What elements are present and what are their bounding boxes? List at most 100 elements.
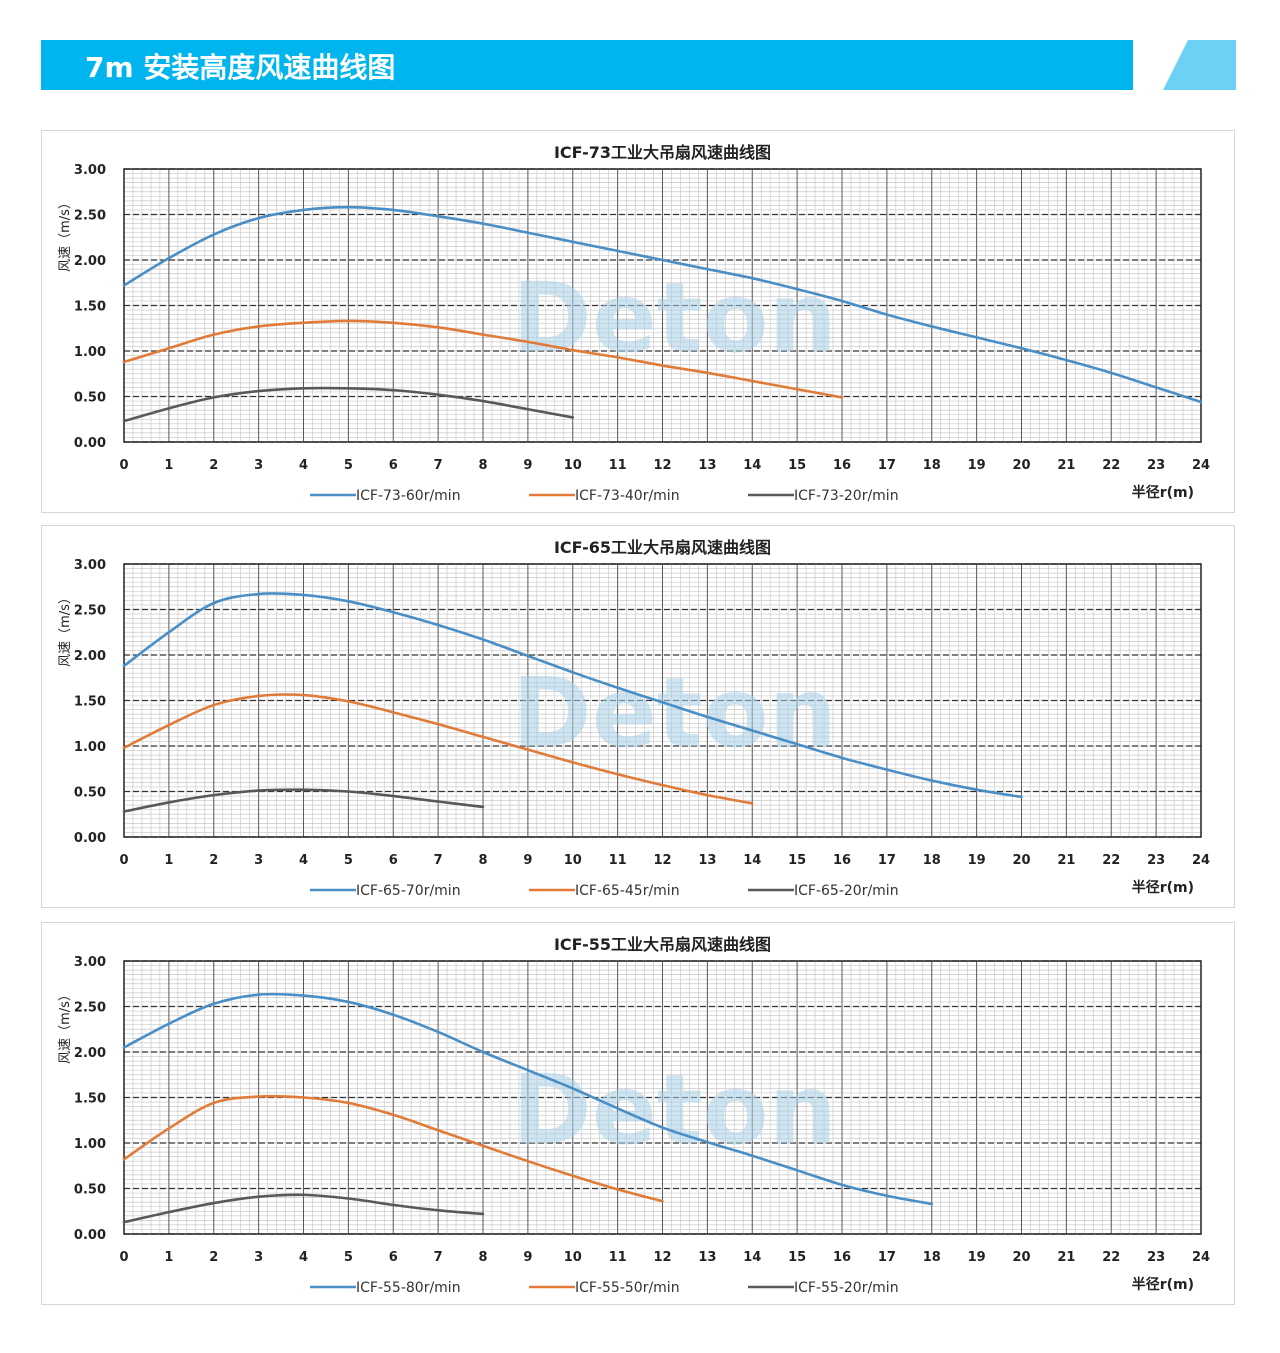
y-tick-label: 2.50 (74, 604, 106, 619)
y-tick-label: 0.00 (74, 436, 106, 451)
y-tick-label: 2.50 (74, 209, 106, 224)
x-tick-label: 2 (209, 853, 218, 868)
y-tick-label: 2.00 (74, 254, 106, 269)
y-tick-label: 2.50 (74, 1001, 106, 1016)
y-tick-label: 1.50 (74, 1092, 106, 1107)
x-tick-label: 17 (878, 458, 896, 473)
legend-label: ICF-65-45r/min (575, 883, 680, 899)
banner-title: 7m 安装高度风速曲线图 (85, 51, 396, 84)
y-tick-label: 1.00 (74, 740, 106, 755)
y-tick-label: 0.50 (74, 391, 106, 406)
banner-accent (1163, 40, 1236, 90)
x-tick-label: 16 (833, 853, 851, 868)
y-tick-label: 2.00 (74, 649, 106, 664)
x-tick-label: 1 (164, 853, 173, 868)
y-tick-label: 3.00 (74, 955, 106, 970)
x-tick-label: 18 (923, 1250, 941, 1265)
chart-icf73: ICF-73工业大吊扇风速曲线图 Deton 0.00 0.50 1.00 1.50 2.0… (58, 143, 1210, 504)
series-line-2 (122, 693, 754, 805)
x-tick-label: 21 (1057, 853, 1075, 868)
x-tick-label: 10 (564, 853, 582, 868)
x-tick-label: 15 (788, 1250, 806, 1265)
watermark-logo: Deton (512, 657, 837, 769)
x-axis-label: 半径r(m) (1132, 879, 1194, 896)
x-tick-label: 11 (609, 853, 627, 868)
series-line-3 (122, 788, 485, 813)
x-tick-label: 14 (743, 1250, 761, 1265)
x-tick-label: 13 (698, 853, 716, 868)
x-tick-label: 4 (299, 458, 308, 473)
x-tick-label: 19 (968, 853, 986, 868)
x-tick-label: 24 (1192, 853, 1210, 868)
y-tick-label: 3.00 (74, 558, 106, 573)
watermark-logo: Deton (512, 262, 837, 374)
legend-label: ICF-65-70r/min (356, 883, 461, 899)
legend-label: ICF-73-40r/min (575, 488, 680, 504)
x-tick-label: 3 (254, 458, 263, 473)
x-tick-label: 7 (434, 853, 443, 868)
y-axis-label: 风速（m/s） (58, 591, 73, 667)
legend-entry-2: ICF-55-50r/min (529, 1280, 680, 1296)
x-tick-label: 9 (523, 458, 532, 473)
x-tick-label: 20 (1012, 458, 1030, 473)
chart-panel-icf55: ICF-55工业大吊扇风速曲线图 Deton 0.00 0.50 1.00 1.50 2.0… (41, 922, 1235, 1305)
legend-entry-1: ICF-55-80r/min (310, 1280, 461, 1296)
legend-label: ICF-55-80r/min (356, 1280, 461, 1296)
x-tick-label: 12 (653, 1250, 671, 1265)
x-tick-label: 12 (653, 853, 671, 868)
series-line-2 (122, 1094, 664, 1203)
x-tick-label: 23 (1147, 1250, 1165, 1265)
x-tick-label: 7 (434, 1250, 443, 1265)
x-tick-label: 14 (743, 458, 761, 473)
x-tick-label: 13 (698, 1250, 716, 1265)
legend-entry-1: ICF-65-70r/min (310, 883, 461, 899)
legend-label: ICF-73-60r/min (356, 488, 461, 504)
y-tick-label: 0.00 (74, 1228, 106, 1243)
x-tick-label: 2 (209, 1250, 218, 1265)
x-tick-label: 13 (698, 458, 716, 473)
legend-entry-3: ICF-73-20r/min (748, 488, 899, 504)
x-tick-label: 8 (478, 458, 487, 473)
series-line-1 (122, 992, 934, 1206)
series-line-1 (122, 592, 1023, 799)
x-tick-label: 11 (609, 1250, 627, 1265)
x-tick-label: 0 (119, 853, 128, 868)
legend-entry-3: ICF-55-20r/min (748, 1280, 899, 1296)
x-tick-label: 24 (1192, 458, 1210, 473)
x-tick-label: 23 (1147, 853, 1165, 868)
x-tick-label: 21 (1057, 1250, 1075, 1265)
legend-entry-1: ICF-73-60r/min (310, 488, 461, 504)
legend-label: ICF-73-20r/min (794, 488, 899, 504)
y-axis-label: 风速（m/s） (58, 196, 73, 272)
x-tick-label: 20 (1012, 853, 1030, 868)
y-tick-label: 0.50 (74, 786, 106, 801)
x-axis-label: 半径r(m) (1132, 1276, 1194, 1293)
x-tick-label: 1 (164, 458, 173, 473)
x-tick-label: 18 (923, 853, 941, 868)
x-tick-label: 23 (1147, 458, 1165, 473)
y-axis-label: 风速（m/s） (58, 988, 73, 1064)
y-tick-label: 1.50 (74, 695, 106, 710)
x-tick-label: 4 (299, 1250, 308, 1265)
x-tick-label: 3 (254, 853, 263, 868)
series-line-2 (122, 319, 844, 399)
y-tick-label: 0.00 (74, 831, 106, 846)
x-tick-label: 10 (564, 1250, 582, 1265)
plot-border (123, 563, 1202, 838)
x-tick-label: 21 (1057, 458, 1075, 473)
x-tick-label: 14 (743, 853, 761, 868)
y-tick-label: 2.00 (74, 1046, 106, 1061)
x-tick-label: 6 (389, 458, 398, 473)
x-tick-label: 15 (788, 853, 806, 868)
x-tick-label: 22 (1102, 853, 1120, 868)
x-tick-label: 15 (788, 458, 806, 473)
x-tick-label: 16 (833, 1250, 851, 1265)
y-tick-label: 3.00 (74, 163, 106, 178)
x-tick-label: 19 (968, 458, 986, 473)
x-tick-label: 17 (878, 1250, 896, 1265)
x-tick-label: 5 (344, 853, 353, 868)
x-tick-label: 10 (564, 458, 582, 473)
grid (123, 563, 1202, 838)
x-tick-label: 5 (344, 458, 353, 473)
x-tick-label: 3 (254, 1250, 263, 1265)
